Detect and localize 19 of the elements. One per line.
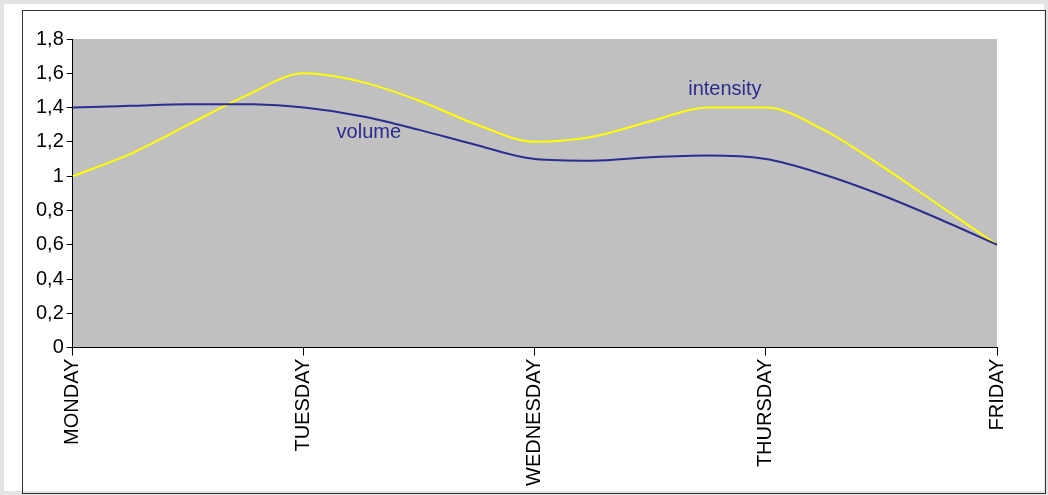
y-tick-label: 1,8 (35, 26, 64, 49)
y-tick-label: 1,2 (35, 129, 64, 152)
x-tick-label: TUESDAY (291, 358, 314, 452)
x-tick-label: WEDNESDAY (522, 358, 545, 486)
series-label: intensity (688, 77, 762, 100)
y-tick-label: 0,6 (35, 232, 64, 255)
y-tick-label: 0,2 (35, 300, 64, 323)
series-label: volume (336, 119, 402, 142)
x-tick-label: MONDAY (60, 358, 83, 445)
line-series (71, 72, 998, 246)
y-tick-label: 1 (52, 163, 64, 186)
y-tick-label: 0 (52, 335, 64, 358)
y-tick-label: 0,8 (35, 197, 64, 220)
line-series (71, 103, 998, 246)
y-tick-label: 1,4 (35, 95, 64, 118)
x-tick-label: FRIDAY (984, 358, 1007, 431)
y-tick-label: 0,4 (35, 266, 64, 289)
x-tick-label: THURSDAY (753, 358, 776, 468)
y-tick-label: 1,6 (35, 60, 64, 83)
